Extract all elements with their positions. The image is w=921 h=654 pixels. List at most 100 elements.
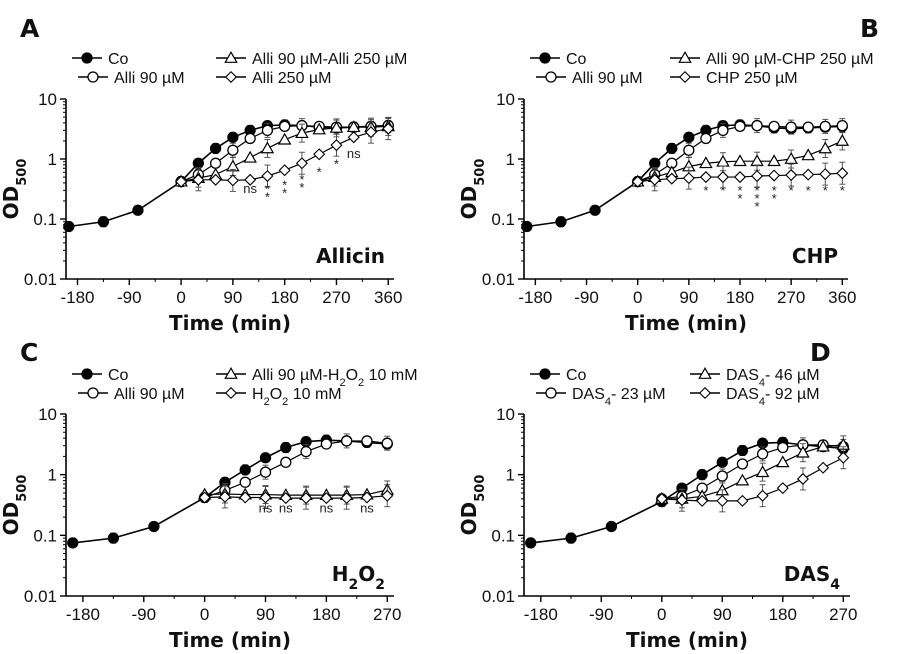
data-point [244,132,256,145]
data-point [700,132,712,145]
legend-marker [539,368,551,380]
annotation-star: * * [265,182,270,205]
legend-label: Alli 90 µM-CHP 250 µM [706,51,874,68]
x-tick-label: 270 [777,288,805,307]
data-point [802,121,814,133]
inset-label: CHP [792,244,838,268]
data-point [666,142,678,155]
legend-marker [224,386,238,400]
data-point [785,121,797,133]
data-point [555,216,567,228]
data-point [261,170,274,183]
data-point [347,131,360,144]
data-point [521,220,533,233]
x-tick-label: -180 [60,288,94,307]
legend-label: Co [108,51,129,68]
x-tick-label: 90 [713,605,732,624]
data-point [649,157,661,169]
data-point [733,171,747,184]
data-point [341,435,353,447]
data-point [259,452,272,464]
data-point [313,148,326,161]
y-tick-label: 0.1 [491,526,515,545]
x-tick-label: 270 [373,605,401,624]
legend-marker [539,52,551,64]
legend-label: Alli 90 µM-H2O2 10 mM [252,367,418,389]
data-point [277,132,292,145]
annotation-star: * [789,183,794,198]
data-point [699,156,713,169]
data-point [227,144,239,156]
data-point [329,120,344,133]
data-point [67,537,79,549]
series-line [661,444,844,500]
y-tick-label: 1 [48,150,57,169]
data-point [777,441,789,454]
annotation-star: * * [282,178,287,201]
legend-marker [81,368,93,380]
data-point [244,173,257,186]
x-axis-title: Time (min) [169,628,291,652]
data-point [381,437,393,449]
data-point [320,492,333,505]
series-line [204,489,388,496]
x-tick-label: -180 [524,605,558,624]
annotation-ns: ns [360,500,374,515]
legend: Co Alli 90 µM-CHP 250 µM Alli 90 µM CHP 250… [530,51,874,87]
data-point [785,169,798,182]
data-point [364,126,378,139]
legend-marker [87,71,99,83]
data-point [300,445,312,458]
data-point [360,491,373,504]
data-point [148,520,160,533]
inset-label: H2O2 [332,562,385,593]
data-point [755,465,770,478]
data-point [768,169,781,182]
panel-letter: C [20,338,38,367]
x-axis-title: Time (min) [169,311,291,335]
data-point [279,492,292,505]
data-point [63,220,75,233]
x-tick-label: -90 [131,605,156,624]
data-point [716,470,728,482]
y-tick-label: 10 [496,90,515,109]
data-point [259,491,272,504]
data-point [802,168,815,181]
y-tick-label: 0.01 [24,587,57,606]
data-point [565,532,577,544]
panel-letter: D [810,338,831,367]
legend-label: Co [566,51,587,68]
data-point [734,120,746,133]
inset-label: DAS4 [784,562,841,593]
data-point [836,119,848,132]
data-point [648,173,661,186]
data-point [655,492,668,505]
series-line [526,124,843,228]
annotation-ns: ns [279,500,293,515]
data-point [784,152,798,164]
series-3 [631,161,849,192]
data-point [381,489,394,502]
legend-marker [698,367,712,379]
y-tick-label: 10 [38,405,57,424]
x-tick-label: 180 [312,605,340,624]
data-point [818,141,833,154]
data-point [768,120,780,133]
y-tick-label: 10 [496,405,515,424]
chart-panel-d: D 0.01 0.1 1 10 -180 -90 0 90 180 270 Time (min) OD5… [457,338,857,652]
y-tick-label: 0.1 [33,210,57,229]
y-tick-label: 0.01 [24,270,57,289]
data-point [675,494,688,507]
x-tick-label: 180 [270,288,298,307]
annotation-star: * [806,183,811,198]
data-point [683,144,695,156]
legend-marker [545,71,557,83]
legend-label: DAS4- 46 µM [726,367,820,389]
data-point [716,494,729,507]
data-point [796,445,810,458]
data-point [736,458,749,470]
data-point [696,494,709,507]
annotation-star: * [823,183,828,198]
annotation-ns: ns [320,500,334,515]
data-point [300,492,313,505]
